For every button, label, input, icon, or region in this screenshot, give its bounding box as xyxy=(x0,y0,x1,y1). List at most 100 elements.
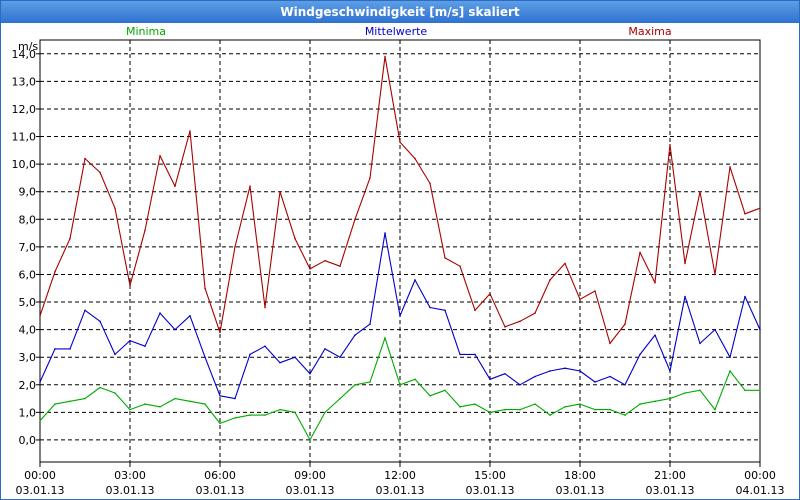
data-point-minima xyxy=(294,411,296,414)
y-tick-label: 14,0 xyxy=(12,48,37,61)
data-point-minima xyxy=(144,403,146,405)
data-point-minima xyxy=(39,419,41,422)
data-point-minima xyxy=(699,389,701,392)
data-point-mittelwerte xyxy=(624,383,626,386)
x-tick-time: 12:00 xyxy=(384,469,416,482)
data-point-minima xyxy=(84,397,86,400)
data-point-maxima xyxy=(84,157,86,160)
data-point-mittelwerte xyxy=(249,353,251,356)
data-point-minima xyxy=(309,439,311,441)
data-point-maxima xyxy=(354,218,356,221)
data-point-maxima xyxy=(54,270,56,273)
data-point-minima xyxy=(324,411,326,414)
data-point-minima xyxy=(534,403,536,405)
y-tick-label: 12,0 xyxy=(12,103,37,116)
data-point-mittelwerte xyxy=(294,356,296,358)
data-point-mittelwerte xyxy=(459,353,461,356)
data-point-maxima xyxy=(489,292,491,295)
data-point-mittelwerte xyxy=(759,328,761,331)
x-tick-date: 03.01.13 xyxy=(376,484,425,497)
data-point-minima xyxy=(519,408,521,411)
data-point-maxima xyxy=(369,177,371,179)
data-point-maxima xyxy=(669,144,671,146)
data-point-minima xyxy=(654,400,656,403)
data-point-mittelwerte xyxy=(369,323,371,325)
data-point-maxima xyxy=(459,265,461,267)
y-axis-label: m/s xyxy=(18,40,38,53)
data-point-minima xyxy=(549,414,551,416)
data-point-minima xyxy=(189,400,191,403)
data-point-maxima xyxy=(294,237,296,240)
data-point-maxima xyxy=(234,246,236,248)
data-point-mittelwerte xyxy=(579,370,581,372)
data-point-minima xyxy=(669,397,671,400)
data-point-minima xyxy=(99,386,101,389)
data-point-maxima xyxy=(39,315,41,317)
data-point-mittelwerte xyxy=(714,328,716,331)
data-point-mittelwerte xyxy=(204,356,206,358)
data-point-minima xyxy=(249,414,251,416)
data-point-maxima xyxy=(639,251,641,254)
data-point-minima xyxy=(594,408,596,411)
data-point-mittelwerte xyxy=(264,345,266,347)
y-tick-label: 10,0 xyxy=(12,158,37,171)
data-point-maxima xyxy=(219,331,221,334)
x-tick-date: 03.01.13 xyxy=(286,484,335,497)
data-point-mittelwerte xyxy=(144,345,146,347)
x-tick-time: 21:00 xyxy=(654,469,686,482)
data-point-minima xyxy=(219,422,221,425)
legend-maxima: Maxima xyxy=(628,25,671,38)
y-tick-label: 0,0 xyxy=(19,434,37,447)
data-point-mittelwerte xyxy=(39,381,41,383)
data-point-minima xyxy=(444,389,446,392)
data-point-maxima xyxy=(579,298,581,301)
data-point-minima xyxy=(174,397,176,400)
data-point-maxima xyxy=(699,190,701,193)
data-point-minima xyxy=(369,381,371,383)
y-tick-label: 4,0 xyxy=(19,324,37,337)
legend-mittelwerte: Mittelwerte xyxy=(365,25,428,38)
window-title: Windgeschwindigkeit [m/s] skaliert xyxy=(1,1,799,23)
data-point-minima xyxy=(489,411,491,414)
data-point-minima xyxy=(204,403,206,405)
data-point-mittelwerte xyxy=(744,295,746,298)
data-point-maxima xyxy=(144,229,146,232)
data-point-mittelwerte xyxy=(474,353,476,356)
y-tick-label: 8,0 xyxy=(19,213,37,226)
data-point-minima xyxy=(624,414,626,416)
data-point-minima xyxy=(504,408,506,411)
data-point-maxima xyxy=(339,265,341,267)
data-point-maxima xyxy=(624,323,626,325)
data-point-maxima xyxy=(519,320,521,323)
y-tick-label: 5,0 xyxy=(19,296,37,309)
legend-minima: Minima xyxy=(126,25,166,38)
data-point-mittelwerte xyxy=(384,232,386,234)
data-point-maxima xyxy=(594,290,596,292)
data-point-maxima xyxy=(744,212,746,215)
data-point-maxima xyxy=(759,207,761,210)
y-tick-label: 3,0 xyxy=(19,351,37,364)
data-point-mittelwerte xyxy=(279,361,281,364)
data-point-minima xyxy=(684,392,686,394)
data-point-maxima xyxy=(324,259,326,262)
data-point-mittelwerte xyxy=(564,367,566,370)
y-tick-label: 11,0 xyxy=(12,131,37,144)
x-tick-time: 09:00 xyxy=(294,469,326,482)
data-point-maxima xyxy=(309,268,311,270)
data-point-mittelwerte xyxy=(609,375,611,378)
x-tick-time: 00:00 xyxy=(744,469,776,482)
x-tick-date: 03.01.13 xyxy=(16,484,65,497)
data-point-maxima xyxy=(114,207,116,210)
x-tick-time: 06:00 xyxy=(204,469,236,482)
data-point-maxima xyxy=(504,326,506,328)
data-point-maxima xyxy=(159,155,161,157)
data-point-mittelwerte xyxy=(189,315,191,317)
data-point-minima xyxy=(399,383,401,386)
x-tick-time: 15:00 xyxy=(474,469,506,482)
data-point-minima xyxy=(69,400,71,403)
data-point-mittelwerte xyxy=(699,342,701,345)
x-tick-date: 03.01.13 xyxy=(196,484,245,497)
data-point-maxima xyxy=(264,306,266,309)
data-point-mittelwerte xyxy=(444,309,446,312)
data-point-mittelwerte xyxy=(729,356,731,358)
